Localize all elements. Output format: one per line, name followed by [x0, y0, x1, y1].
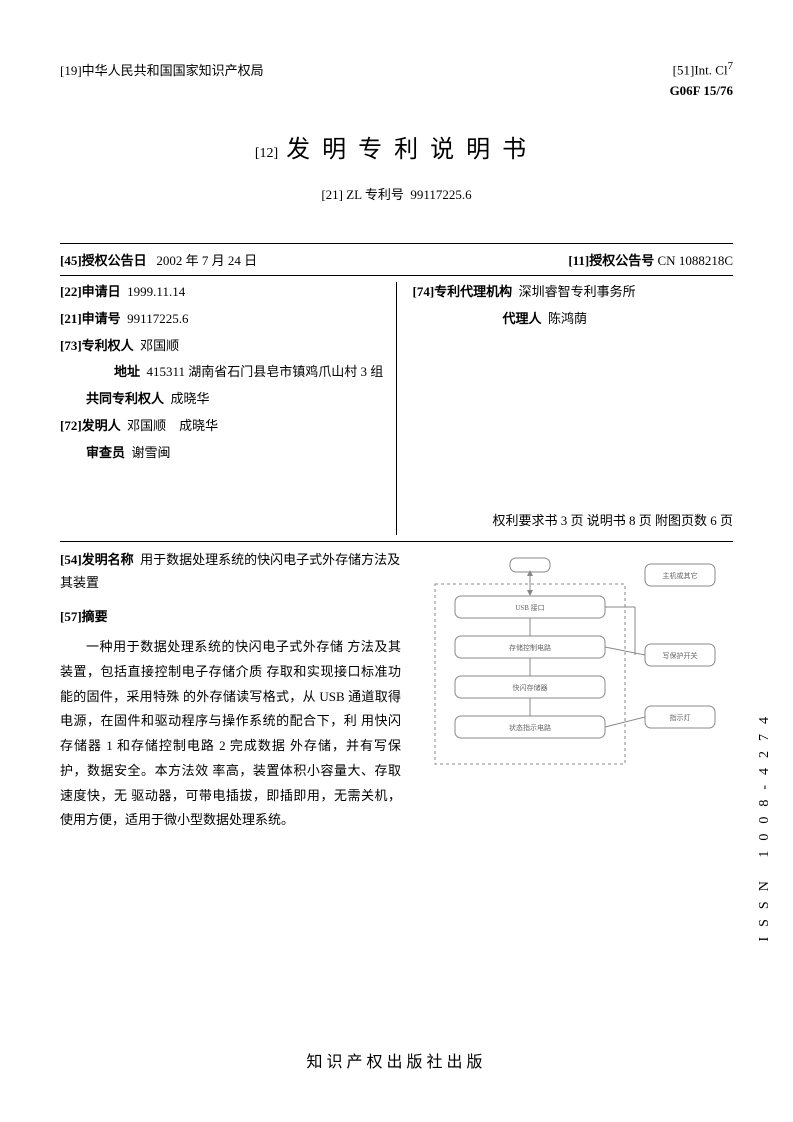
biblio-right: [74]专利代理机构 深圳睿智专利事务所 代理人 陈鸿荫 权利要求书 3 页 说… — [397, 282, 734, 535]
authority-prefix: [19] — [60, 63, 82, 78]
examiner-label: 审查员 — [86, 445, 125, 460]
diagram-svg: 主机或其它 USB 接口 存储控制电路 快闪存储器 状态指示电路 写保护开关 指… — [425, 556, 725, 786]
examiner-value: 谢雪闽 — [132, 445, 171, 460]
document-title-text: 发明专利说明书 — [286, 137, 538, 163]
application-number-label: [21]申请号 — [60, 311, 121, 326]
lower-right: 主机或其它 USB 接口 存储控制电路 快闪存储器 状态指示电路 写保护开关 指… — [417, 548, 733, 798]
classification-code: G06F 15/76 — [60, 83, 733, 99]
authority: [19]中华人民共和国国家知识产权局 — [60, 60, 264, 79]
diagram-bottom: 状态指示电路 — [509, 723, 551, 732]
inventor-label: [72]发明人 — [60, 418, 121, 433]
agent-label: 代理人 — [503, 311, 542, 326]
application-date-label: [22]申请日 — [60, 284, 121, 299]
patentee: [73]专利权人 邓国顺 — [60, 336, 388, 357]
application-number: [21]申请号 99117225.6 — [60, 309, 388, 330]
abstract-label: [57]摘要 — [60, 606, 401, 625]
address-label: 地址 — [114, 364, 140, 379]
publication-row: [45]授权公告日 2002 年 7 月 24 日 [11]授权公告号 CN 1… — [60, 250, 733, 269]
biblio-columns: [22]申请日 1999.11.14 [21]申请号 99117225.6 [7… — [60, 282, 733, 535]
application-date-value: 1999.11.14 — [127, 284, 185, 299]
grant-date-value: 2002 年 7 月 24 日 — [156, 253, 257, 268]
examiner: 审查员 谢雪闽 — [60, 443, 388, 464]
agency-label: [74]专利代理机构 — [413, 284, 513, 299]
patent-number-prefix: [21] ZL 专利号 — [321, 187, 404, 202]
patent-number-row: [21] ZL 专利号 99117225.6 — [60, 184, 733, 203]
publisher: 知识产权出版社出版 — [0, 1048, 793, 1072]
document-title: [12] 发明专利说明书 — [60, 129, 733, 164]
grant-number: [11]授权公告号 CN 1088218C — [568, 250, 733, 269]
agency: [74]专利代理机构 深圳睿智专利事务所 — [413, 282, 734, 303]
divider-3 — [60, 541, 733, 542]
diagram-right-bottom: 指示灯 — [670, 713, 691, 722]
abstract-body: 一种用于数据处理系统的快闪电子式外存储 方法及其装置，包括直接控制电子存储介质 … — [60, 635, 401, 833]
intcl-prefix: [51] — [673, 62, 695, 77]
co-patentee-label: 共同专利权人 — [86, 391, 164, 406]
diagram-right-mid: 写保护开关 — [663, 651, 698, 660]
inventor: [72]发明人 邓国顺 成晓华 — [60, 416, 388, 437]
patentee-value: 邓国顺 — [140, 338, 179, 353]
application-number-value: 99117225.6 — [127, 311, 188, 326]
issn: ISSN 1008-4274 — [757, 707, 773, 942]
diagram-usb: USB 接口 — [515, 603, 544, 612]
co-patentee-value: 成晓华 — [171, 391, 210, 406]
inventor-value: 邓国顺 成晓华 — [127, 418, 218, 433]
document-title-prefix: [12] — [255, 146, 278, 161]
divider-1 — [60, 243, 733, 244]
address-value: 415311 湖南省石门县皂市镇鸡爪山村 3 组 — [147, 364, 384, 379]
agent-value: 陈鸿荫 — [548, 311, 587, 326]
agent: 代理人 陈鸿荫 — [413, 309, 734, 330]
intcl-super: 7 — [728, 60, 733, 72]
patentee-label: [73]专利权人 — [60, 338, 134, 353]
agency-value: 深圳睿智专利事务所 — [519, 284, 636, 299]
grant-date: [45]授权公告日 2002 年 7 月 24 日 — [60, 250, 257, 269]
page-counts: 权利要求书 3 页 说明书 8 页 附图页数 6 页 — [413, 510, 734, 529]
grant-number-value: CN 1088218C — [658, 253, 733, 268]
diagram-controller: 存储控制电路 — [509, 643, 551, 652]
intcl: [51]Int. Cl7 — [673, 60, 733, 79]
grant-number-label: [11]授权公告号 — [568, 253, 654, 268]
address: 地址 415311 湖南省石门县皂市镇鸡爪山村 3 组 — [60, 362, 388, 383]
invention-title-label: [54]发明名称 — [60, 552, 134, 567]
diagram-flash: 快闪存储器 — [513, 683, 548, 692]
grant-date-label: [45]授权公告日 — [60, 253, 147, 268]
header-row: [19]中华人民共和国国家知识产权局 [51]Int. Cl7 — [60, 60, 733, 79]
patent-number-value: 99117225.6 — [410, 187, 471, 202]
co-patentee: 共同专利权人 成晓华 — [60, 389, 388, 410]
divider-2 — [60, 275, 733, 276]
lower-left: [54]发明名称 用于数据处理系统的快闪电子式外存储方法及其装置 [57]摘要 … — [60, 548, 401, 833]
invention-title-block: [54]发明名称 用于数据处理系统的快闪电子式外存储方法及其装置 — [60, 548, 401, 595]
lower-section: [54]发明名称 用于数据处理系统的快闪电子式外存储方法及其装置 [57]摘要 … — [60, 548, 733, 833]
diagram-top-right: 主机或其它 — [663, 571, 698, 580]
application-date: [22]申请日 1999.11.14 — [60, 282, 388, 303]
intcl-label: Int. Cl — [694, 62, 727, 77]
authority-name: 中华人民共和国国家知识产权局 — [82, 63, 264, 78]
biblio-left: [22]申请日 1999.11.14 [21]申请号 99117225.6 [7… — [60, 282, 397, 535]
block-diagram: 主机或其它 USB 接口 存储控制电路 快闪存储器 状态指示电路 写保护开关 指… — [417, 548, 733, 798]
